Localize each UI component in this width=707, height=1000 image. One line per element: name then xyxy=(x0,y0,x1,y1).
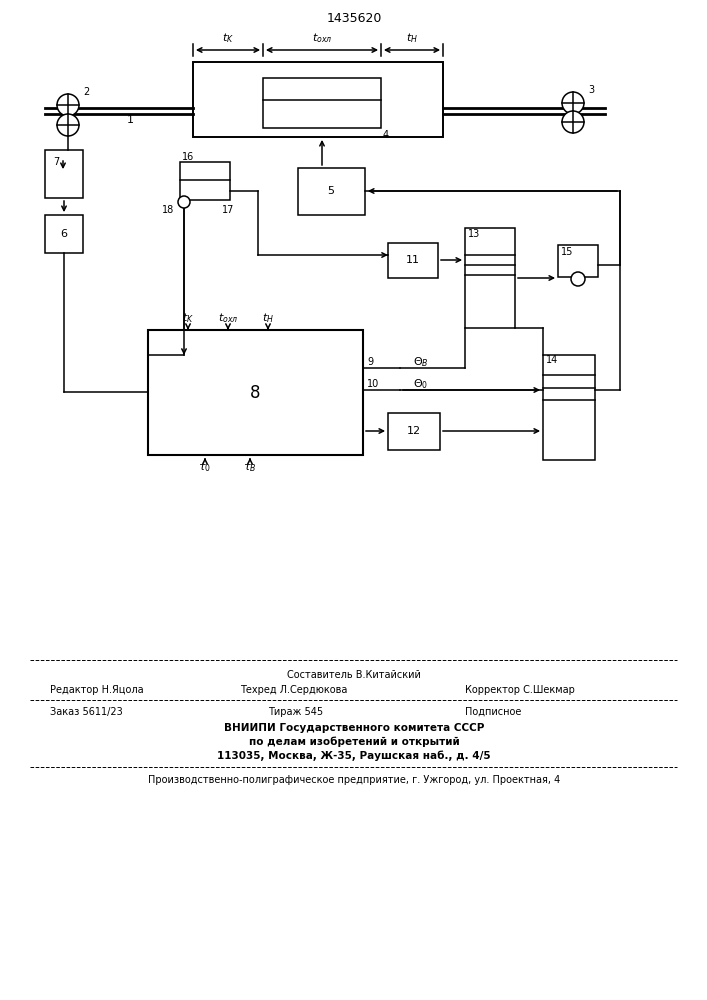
Bar xyxy=(45,215,83,253)
Text: 1435620: 1435620 xyxy=(327,11,382,24)
Text: 17: 17 xyxy=(222,205,235,215)
Text: Заказ 5611/23: Заказ 5611/23 xyxy=(50,707,123,717)
Text: $\Theta_B$: $\Theta_B$ xyxy=(413,355,428,369)
Text: Редактор Н.Яцола: Редактор Н.Яцола xyxy=(50,685,144,695)
Text: Подписное: Подписное xyxy=(465,707,521,717)
Text: по делам изобретений и открытий: по делам изобретений и открытий xyxy=(249,737,460,747)
Text: 9: 9 xyxy=(367,357,373,367)
Text: $t_K$: $t_K$ xyxy=(222,31,234,45)
Circle shape xyxy=(178,196,190,208)
Circle shape xyxy=(57,114,79,136)
Text: 12: 12 xyxy=(407,426,421,436)
Circle shape xyxy=(562,92,584,114)
Text: 4: 4 xyxy=(383,130,389,140)
Bar xyxy=(543,355,595,460)
Bar xyxy=(465,228,515,328)
Bar xyxy=(180,162,230,200)
Text: 11: 11 xyxy=(406,255,420,265)
Text: 5: 5 xyxy=(327,186,334,196)
Text: Техред Л.Сердюкова: Техред Л.Сердюкова xyxy=(240,685,347,695)
Text: Тираж 545: Тираж 545 xyxy=(268,707,323,717)
Text: 1: 1 xyxy=(127,115,134,125)
Text: $t_{oxл}$: $t_{oxл}$ xyxy=(218,311,238,325)
Bar xyxy=(148,330,363,455)
Text: 10: 10 xyxy=(367,379,379,389)
Text: 6: 6 xyxy=(61,229,67,239)
Bar xyxy=(388,413,440,450)
Text: $\Theta_0$: $\Theta_0$ xyxy=(413,377,428,391)
Text: Корректор С.Шекмар: Корректор С.Шекмар xyxy=(465,685,575,695)
Bar xyxy=(45,150,83,198)
Text: 8: 8 xyxy=(250,384,260,402)
Circle shape xyxy=(57,94,79,116)
Text: $\tau_B$: $\tau_B$ xyxy=(243,462,257,474)
Text: ВНИИПИ Государственного комитета СССР: ВНИИПИ Государственного комитета СССР xyxy=(224,723,484,733)
Circle shape xyxy=(562,111,584,133)
Text: 18: 18 xyxy=(162,205,174,215)
Bar xyxy=(298,168,365,215)
Text: $t_H$: $t_H$ xyxy=(406,31,418,45)
Text: 7: 7 xyxy=(53,157,59,167)
Text: $t_H$: $t_H$ xyxy=(262,311,274,325)
Text: $t_{oxл}$: $t_{oxл}$ xyxy=(312,31,332,45)
Text: 16: 16 xyxy=(182,152,194,162)
Text: Составитель В.Китайский: Составитель В.Китайский xyxy=(287,670,421,680)
Bar xyxy=(558,245,598,277)
Text: 13: 13 xyxy=(468,229,480,239)
Bar xyxy=(388,243,438,278)
Text: 14: 14 xyxy=(546,355,559,365)
Bar xyxy=(263,78,381,128)
Text: $\tau_0$: $\tau_0$ xyxy=(199,462,211,474)
Text: 113035, Москва, Ж-35, Раушская наб., д. 4/5: 113035, Москва, Ж-35, Раушская наб., д. … xyxy=(217,751,491,761)
Text: 3: 3 xyxy=(588,85,594,95)
Text: 2: 2 xyxy=(83,87,89,97)
Text: $t_K$: $t_K$ xyxy=(182,311,194,325)
Text: 15: 15 xyxy=(561,247,573,257)
Circle shape xyxy=(571,272,585,286)
Text: Производственно-полиграфическое предприятие, г. Ужгород, ул. Проектная, 4: Производственно-полиграфическое предприя… xyxy=(148,775,560,785)
Bar xyxy=(193,62,443,137)
